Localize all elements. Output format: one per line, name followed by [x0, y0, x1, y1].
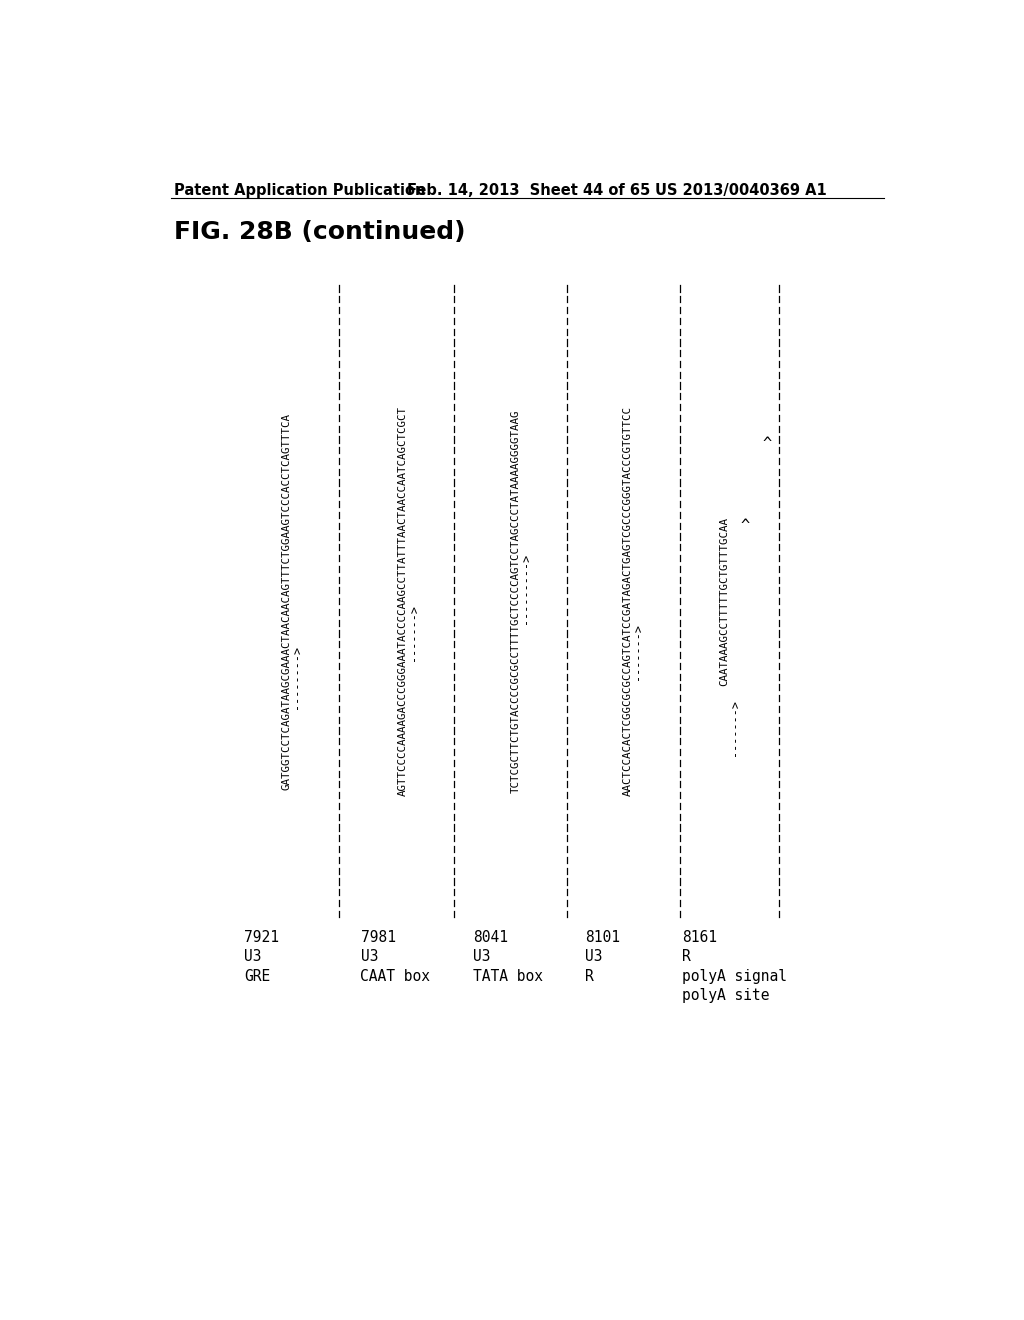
Text: ^: ^: [740, 517, 750, 533]
Text: CAAT box: CAAT box: [360, 969, 430, 983]
Text: ------->: ------->: [729, 698, 742, 756]
Text: U3: U3: [245, 949, 262, 965]
Text: 8041: 8041: [473, 931, 508, 945]
Text: U3: U3: [360, 949, 378, 965]
Text: 7981: 7981: [360, 931, 395, 945]
Text: ^: ^: [763, 436, 772, 451]
Text: -------->: -------->: [291, 645, 304, 709]
Text: R: R: [586, 969, 594, 983]
Text: Patent Application Publication: Patent Application Publication: [174, 183, 426, 198]
Text: TATA box: TATA box: [473, 969, 543, 983]
Text: GATGGTCCTCAGATAAGCGAAACTAACAACAGTTTCTGGAAGTCCCACCTCAGTTTCA: GATGGTCCTCAGATAAGCGAAACTAACAACAGTTTCTGGA…: [282, 413, 292, 789]
Text: U3: U3: [473, 949, 490, 965]
Text: 8101: 8101: [586, 931, 621, 945]
Text: U3: U3: [586, 949, 603, 965]
Text: 8161: 8161: [682, 931, 717, 945]
Text: R: R: [682, 949, 691, 965]
Text: AACTCCACACTCGGCGCGCCAGTCATCCGATAGACTGAGTCGCCCGGGTACCCGTGTTCC: AACTCCACACTCGGCGCGCCAGTCATCCGATAGACTGAGT…: [623, 407, 633, 796]
Text: polyA site: polyA site: [682, 987, 770, 1003]
Text: ------->: ------->: [632, 623, 645, 680]
Text: CAATAAAGCCTTTTTGCTGTTTGCAA: CAATAAAGCCTTTTTGCTGTTTGCAA: [720, 516, 730, 685]
Text: polyA signal: polyA signal: [682, 969, 787, 983]
Text: Feb. 14, 2013  Sheet 44 of 65: Feb. 14, 2013 Sheet 44 of 65: [407, 183, 650, 198]
Text: 7921: 7921: [245, 931, 280, 945]
Text: AGTTCCCCAAAAGACCCGGGAAATACCCCAAGCCTTATTTAACTAACCAATCAGCTCGCT: AGTTCCCCAAAAGACCCGGGAAATACCCCAAGCCTTATTT…: [398, 407, 409, 796]
Text: US 2013/0040369 A1: US 2013/0040369 A1: [655, 183, 826, 198]
Text: --------->: --------->: [520, 553, 532, 624]
Text: FIG. 28B (continued): FIG. 28B (continued): [174, 220, 466, 244]
Text: ------->: ------->: [408, 605, 421, 661]
Text: GRE: GRE: [245, 969, 270, 983]
Text: TCTCGCTTCTGTACCCCGCGCCTTTTGCTCCCCAGTCCTAGCCCTATAAAAGGGGTAAG: TCTCGCTTCTGTACCCCGCGCCTTTTGCTCCCCAGTCCTA…: [511, 409, 520, 793]
